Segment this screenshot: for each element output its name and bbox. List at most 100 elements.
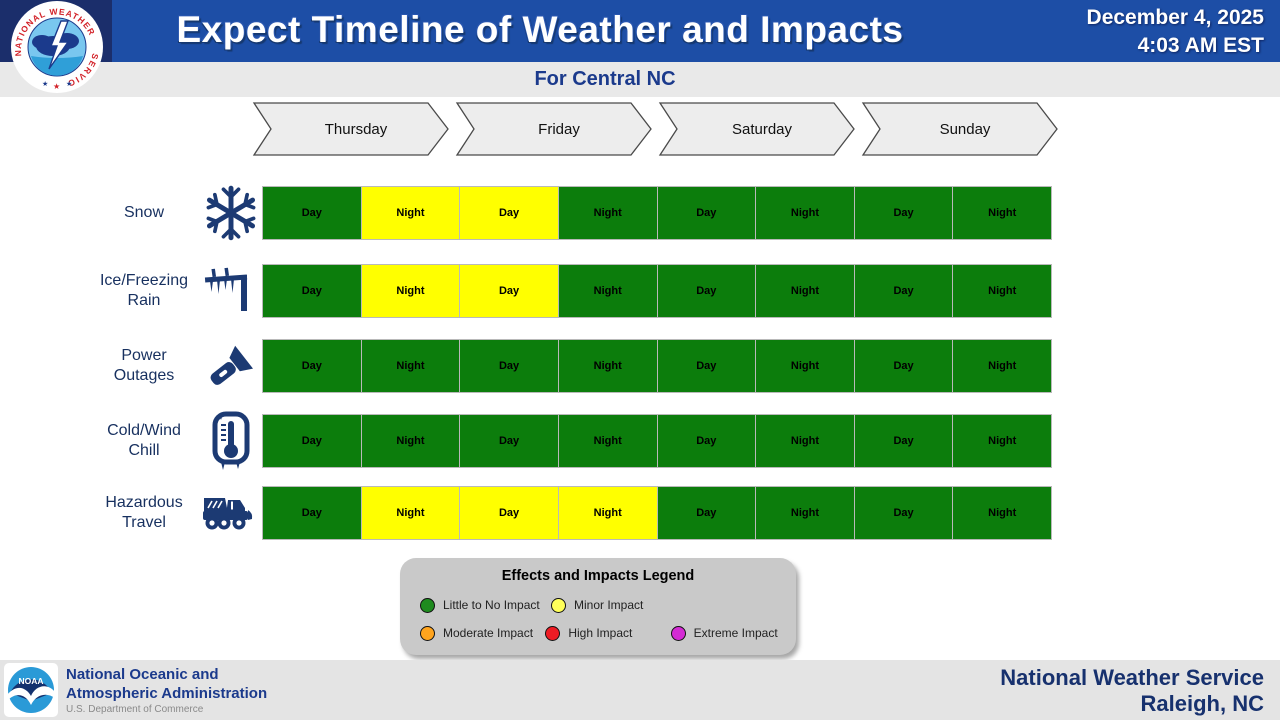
legend-item: Little to No Impact bbox=[420, 597, 551, 613]
day-arrow-label: Saturday bbox=[732, 121, 793, 138]
impact-cell: Day bbox=[854, 339, 954, 393]
legend-dot bbox=[551, 597, 566, 613]
impact-cell: Day bbox=[657, 264, 757, 318]
snowflake-icon bbox=[200, 183, 262, 243]
impact-cell: Day bbox=[657, 186, 757, 240]
impact-cell: Night bbox=[558, 186, 658, 240]
impact-row: Power Outages Day Night Day Night Day Night Da… bbox=[0, 339, 1056, 393]
legend-row: Little to No Impact Minor Impact bbox=[420, 591, 796, 619]
impact-cell: Night bbox=[756, 486, 855, 540]
impact-cell: Day bbox=[262, 186, 362, 240]
impact-cell: Night bbox=[361, 186, 461, 240]
department-name: U.S. Department of Commerce bbox=[66, 704, 204, 715]
legend-label: Minor Impact bbox=[574, 598, 644, 612]
impact-cell: Night bbox=[558, 486, 658, 540]
legend-label: Moderate Impact bbox=[443, 626, 534, 640]
row-cells: Day Night Day Night Day Night Day Night bbox=[262, 486, 1052, 540]
impact-cell: Day bbox=[854, 186, 954, 240]
row-head: Ice/Freezing Rain bbox=[92, 261, 262, 321]
agency-line1: National Oceanic and bbox=[66, 666, 219, 683]
impact-cell: Night bbox=[361, 339, 461, 393]
impact-cell: Day bbox=[657, 414, 757, 468]
legend-item: High Impact bbox=[545, 625, 670, 641]
time-text: 4:03 AM EST bbox=[1137, 33, 1264, 57]
row-head: Power Outages bbox=[92, 336, 262, 396]
row-label: Ice/Freezing Rain bbox=[99, 272, 189, 309]
impact-cell: Day bbox=[854, 414, 954, 468]
legend-title: Effects and Impacts Legend bbox=[501, 568, 695, 584]
impact-cell: Day bbox=[460, 264, 559, 318]
agency-name: National Oceanic and Atmospheric Adminis… bbox=[66, 666, 267, 704]
agency-line2: Atmospheric Administration bbox=[66, 684, 268, 702]
impact-cell: Day bbox=[262, 414, 362, 468]
legend-item: Extreme Impact bbox=[670, 625, 796, 641]
day-arrow bbox=[455, 102, 652, 156]
date-text: December 4, 2025 bbox=[1086, 6, 1264, 29]
noaa-logo-text: NOAA bbox=[18, 676, 43, 686]
impact-cell: Day bbox=[262, 486, 362, 540]
row-head: Hazardous Travel bbox=[92, 483, 262, 543]
day-arrow bbox=[658, 102, 855, 156]
day-arrow bbox=[252, 102, 449, 156]
legend-items: Little to No Impact Minor Impact Moderate … bbox=[420, 591, 796, 647]
legend-label: High Impact bbox=[568, 626, 633, 640]
legend-label: Little to No Impact bbox=[443, 598, 540, 612]
impact-row: Snow Day Night Day Night Day Night Day Night bbox=[0, 183, 1056, 243]
impact-cell: Night bbox=[558, 264, 658, 318]
star-icon: ★ bbox=[42, 80, 48, 88]
impact-cell: Day bbox=[854, 264, 954, 318]
row-cells: Day Night Day Night Day Night Day Night bbox=[262, 339, 1052, 393]
impact-legend: Effects and Impacts Legend Little to No … bbox=[400, 558, 796, 655]
date-time: December 4, 2025 4:03 AM EST bbox=[1087, 4, 1264, 59]
impact-cell: Night bbox=[756, 414, 855, 468]
day-arrow bbox=[861, 102, 1058, 156]
star-icon: ★ bbox=[53, 82, 60, 91]
nws-logo-icon: NATIONAL WEATHER SERVICE ★ ★ ★ bbox=[5, 0, 105, 98]
row-label: Power Outages bbox=[113, 347, 175, 384]
impact-cell: Night bbox=[953, 264, 1052, 318]
legend-dot bbox=[420, 625, 435, 641]
impact-cell: Day bbox=[262, 339, 362, 393]
row-label: Snow bbox=[123, 204, 165, 221]
day-arrow-label: Sunday bbox=[940, 121, 991, 138]
day-arrows: Thursday Friday Saturday Sunday bbox=[252, 102, 1062, 161]
footer-bar: NOAA National Oceanic and Atmospheric Ad… bbox=[0, 660, 1280, 720]
row-head: Snow bbox=[92, 183, 262, 243]
impact-cell: Night bbox=[756, 264, 855, 318]
impact-cell: Day bbox=[262, 264, 362, 318]
impact-cell: Night bbox=[361, 264, 461, 318]
legend-label: Extreme Impact bbox=[693, 626, 778, 640]
impact-cell: Night bbox=[756, 339, 855, 393]
subtitle: For Central NC bbox=[534, 68, 676, 90]
row-label: Cold/Wind Chill bbox=[107, 422, 181, 459]
header-bar bbox=[0, 0, 1280, 62]
day-arrow-label: Thursday bbox=[325, 121, 388, 138]
legend-row: Moderate Impact High Impact Extreme Impact bbox=[420, 619, 796, 647]
subtitle-bar bbox=[0, 62, 1280, 97]
thermometer-icon bbox=[200, 411, 262, 471]
legend-dot bbox=[670, 625, 686, 641]
impact-cell: Night bbox=[558, 414, 658, 468]
page-title: Expect Timeline of Weather and Impacts bbox=[176, 9, 904, 50]
impact-cell: Night bbox=[756, 186, 855, 240]
office-name: National Weather Service Raleigh, NC bbox=[1000, 665, 1264, 718]
impact-row: Ice/Freezing Rain Day Night Day Night Day Nig… bbox=[0, 264, 1056, 318]
impact-cell: Night bbox=[558, 339, 658, 393]
row-cells: Day Night Day Night Day Night Day Night bbox=[262, 264, 1052, 318]
legend-dot bbox=[420, 597, 435, 613]
impact-cell: Day bbox=[854, 486, 954, 540]
legend-item: Minor Impact bbox=[551, 597, 682, 613]
office-line1: National Weather Service bbox=[1000, 665, 1264, 690]
impact-cell: Night bbox=[953, 186, 1052, 240]
impact-cell: Night bbox=[361, 414, 461, 468]
row-cells: Day Night Day Night Day Night Day Night bbox=[262, 414, 1052, 468]
impact-row: Hazardous Travel Day Night Day Night Day Nigh… bbox=[0, 486, 1056, 540]
impact-cell: Day bbox=[460, 339, 559, 393]
impact-cell: Day bbox=[460, 414, 559, 468]
office-line2: Raleigh, NC bbox=[1140, 691, 1264, 717]
legend-item: Moderate Impact bbox=[420, 625, 545, 641]
impact-row: Cold/Wind Chill Day Night Day Night Day Night… bbox=[0, 411, 1056, 471]
impact-cell: Day bbox=[657, 486, 757, 540]
impact-cell: Day bbox=[657, 339, 757, 393]
